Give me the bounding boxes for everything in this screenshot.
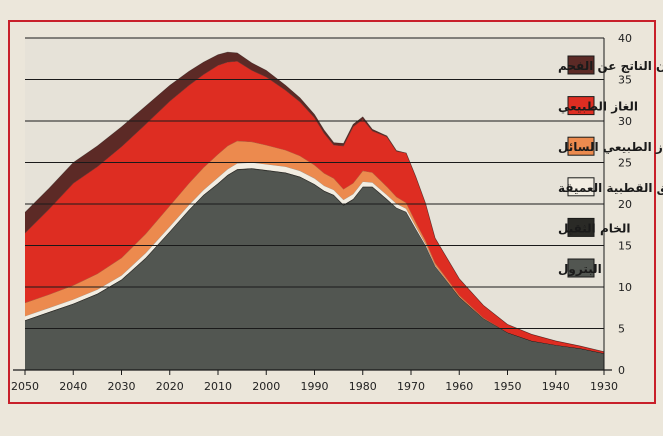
area-series-3 [25, 140, 604, 354]
legend-swatch [567, 55, 595, 75]
x-tick-label: 2020 [156, 380, 184, 393]
x-tick-label: 2050 [11, 380, 39, 393]
y-tick-label: 0 [618, 364, 625, 377]
legend-label: المناطق القطبية العميقة [558, 181, 663, 195]
x-tick-label: 1950 [494, 380, 522, 393]
area-series-4 [25, 61, 604, 354]
legend-label: الغاز الطبيعي [558, 100, 638, 114]
y-tick-label: 15 [618, 240, 632, 253]
x-tick-label: 1990 [301, 380, 329, 393]
legend-label: الميثان الناتج عن الفحم [558, 59, 663, 73]
y-tick-label: 25 [618, 157, 632, 170]
y-tick-label: 10 [618, 281, 632, 294]
x-tick-label: 1970 [397, 380, 425, 393]
legend-label: الغاز الطبيعي السائل [558, 140, 663, 154]
legend-label: الخام الثقيل [558, 221, 631, 236]
y-tick-label: 5 [618, 323, 625, 336]
area-series-0 [25, 169, 604, 370]
area-edge-5 [24, 51, 605, 352]
legend-label: البترول [558, 262, 602, 277]
x-tick-label: 2030 [108, 380, 136, 393]
legend-swatch [567, 96, 595, 116]
y-tick-label: 30 [618, 115, 632, 128]
legend-swatch [567, 217, 595, 237]
legend-swatch [567, 177, 595, 197]
x-tick-label: 2010 [204, 380, 232, 393]
area-series-2 [25, 162, 604, 354]
y-tick-label: 35 [618, 74, 632, 87]
x-tick-label: 1930 [590, 380, 618, 393]
x-tick-label: 1940 [542, 380, 570, 393]
x-tick-label: 2000 [252, 380, 280, 393]
legend-swatch [567, 136, 595, 156]
y-tick-label: 40 [618, 32, 632, 45]
legend-swatch [567, 258, 595, 278]
y-tick-label: 20 [618, 198, 632, 211]
x-tick-label: 1980 [349, 380, 377, 393]
x-tick-label: 1960 [445, 380, 473, 393]
x-tick-label: 2040 [59, 380, 87, 393]
